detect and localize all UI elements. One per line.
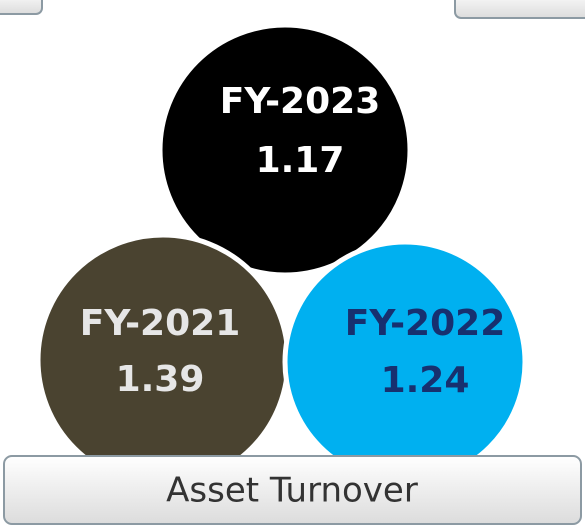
circle-value: 1.24 xyxy=(381,360,470,401)
top-left-box xyxy=(0,0,43,15)
circle-label: FY-2023 xyxy=(220,81,381,122)
circle-label: FY-2021 xyxy=(80,303,241,344)
circle xyxy=(157,22,413,278)
circle-label: FY-2022 xyxy=(345,303,506,344)
title-box xyxy=(3,455,582,525)
top-right-box xyxy=(454,0,585,19)
circles: FY-2023 1.17 FY-2021 1.39 FY-2022 1.24 xyxy=(35,22,528,488)
circle-value: 1.17 xyxy=(256,140,345,181)
circle-value: 1.39 xyxy=(116,359,205,400)
title: Asset Turnover xyxy=(166,471,418,511)
